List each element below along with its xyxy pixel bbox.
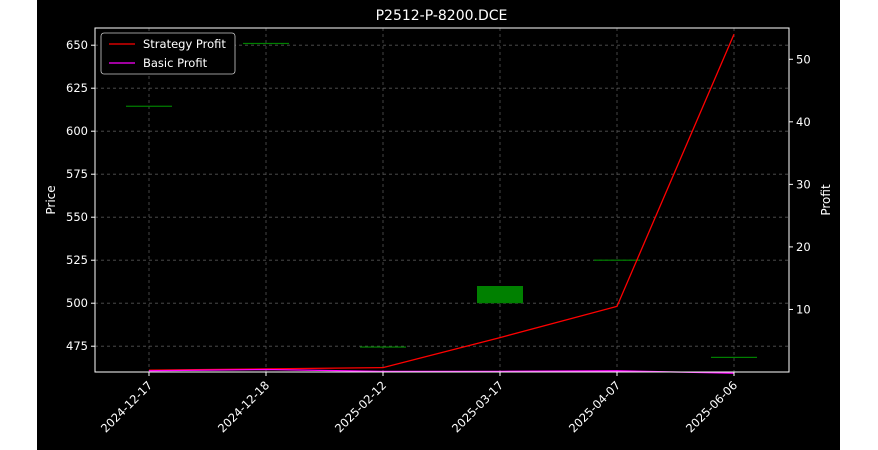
y-right-tick-label: 10 (796, 302, 811, 316)
axes: 475 500 525 550 575 600 625 650 10 20 30 40 50 2024-1… (66, 38, 811, 435)
chart: P2512-P-8200.DCE Price Profit 475 500 525 5… (44, 8, 833, 435)
legend-box (100, 32, 236, 75)
x-tick-label: 2025-02-12 (332, 378, 389, 435)
y-left-tick-label: 650 (66, 38, 88, 52)
y-right-tick-label: 20 (796, 240, 811, 254)
y-left-tick-label: 525 (66, 253, 88, 267)
y-left-tick-label: 550 (66, 210, 88, 224)
chart-title: P2512-P-8200.DCE (376, 8, 508, 24)
legend-label: Strategy Profit (143, 37, 226, 51)
series-line (148, 368, 735, 374)
x-tick-label: 2025-04-07 (566, 378, 623, 435)
plot-frame (94, 27, 790, 373)
candle-body (711, 356, 757, 358)
y-left-tick-label: 475 (66, 339, 88, 353)
candle-body (477, 286, 523, 304)
y-right-tick-label: 50 (796, 52, 811, 66)
grid (95, 28, 789, 372)
y-left-tick-label: 625 (66, 81, 88, 95)
y-left-tick-label: 575 (66, 167, 88, 181)
y-left-tick-label: 500 (66, 296, 88, 310)
x-tick-label: 2024-12-18 (215, 378, 272, 435)
candles (126, 42, 757, 358)
y-right-tick-label: 40 (796, 115, 811, 129)
figure: P2512-P-8200.DCE Price Profit 475 500 525 5… (37, 0, 840, 450)
legend-label: Basic Profit (143, 56, 208, 70)
y-axis-left-label: Price (44, 185, 58, 214)
series-line (148, 33, 735, 371)
y-axis-right-label: Profit (819, 184, 833, 216)
x-tick-label: 2025-03-17 (449, 378, 506, 435)
y-left-tick-label: 600 (66, 124, 88, 138)
profit-lines (148, 33, 735, 374)
legend: Strategy Profit Basic Profit (100, 32, 236, 75)
candle-body (360, 346, 406, 348)
y-right-tick-label: 30 (796, 177, 811, 191)
x-tick-label: 2025-06-06 (683, 378, 740, 435)
x-tick-label: 2024-12-17 (98, 378, 155, 435)
candle-body (594, 259, 640, 261)
candle-body (126, 105, 172, 107)
candle-body (243, 42, 289, 45)
